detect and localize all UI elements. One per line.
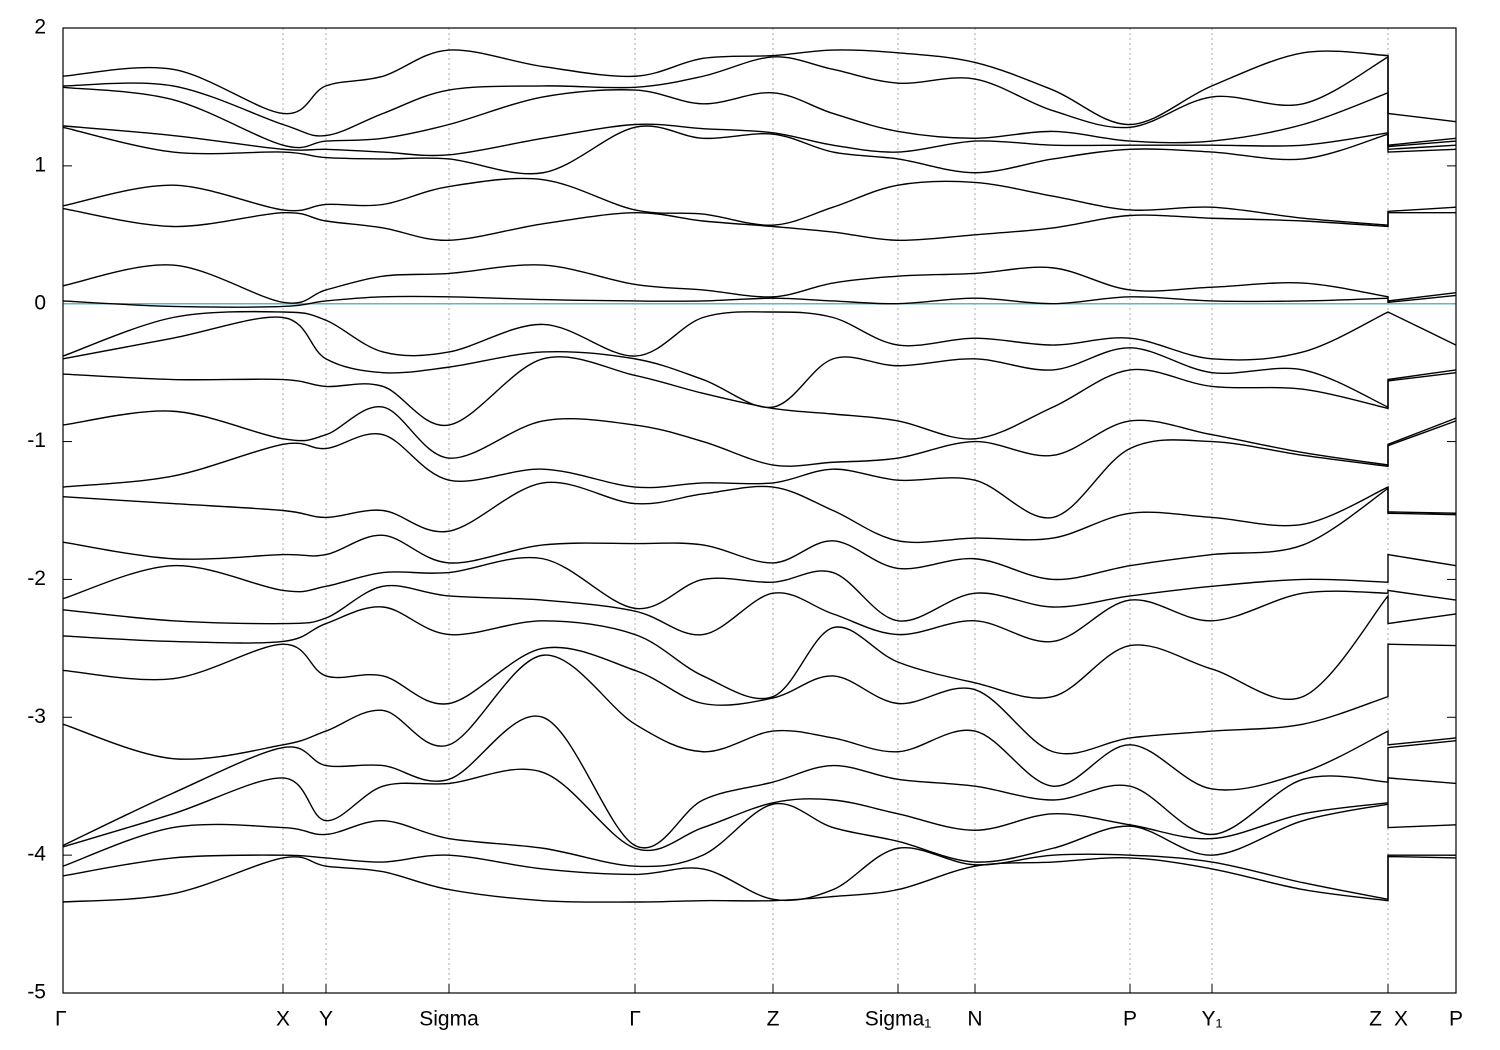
band-line	[62, 584, 1457, 643]
y-tick-label: -3	[27, 705, 46, 728]
band-line	[62, 553, 1457, 622]
x-tick-label: Γ	[55, 1008, 67, 1031]
x-tick-label: Y	[319, 1008, 333, 1031]
y-tick-label: -2	[27, 567, 46, 590]
x-tick-label: Y₁	[1201, 1008, 1222, 1031]
band-line	[62, 356, 1457, 440]
x-tick-label: P	[1449, 1008, 1463, 1031]
band-line	[62, 768, 1457, 852]
x-tick-label: Z	[1369, 1008, 1382, 1031]
band-line	[62, 207, 1456, 242]
x-tick-label: X	[1394, 1008, 1408, 1031]
y-tick-label: -1	[27, 429, 46, 452]
band-line	[62, 715, 1457, 849]
plot-frame	[62, 27, 1457, 994]
band-line	[62, 55, 1457, 146]
band-line	[62, 316, 1457, 409]
band-line	[62, 123, 1457, 157]
x-tick-label: Sigma	[419, 1008, 479, 1031]
band-line	[62, 487, 1457, 581]
band-line	[62, 406, 1457, 467]
band-line	[62, 294, 1457, 308]
band-line	[62, 643, 1457, 755]
band-line	[62, 86, 1457, 149]
x-tick-label: Γ	[629, 1008, 641, 1031]
band-line	[62, 594, 1457, 701]
y-tick-label: -4	[27, 843, 46, 866]
y-tick-label: 1	[34, 153, 46, 176]
x-tick-label: Sigma₁	[865, 1008, 932, 1031]
band-line	[62, 654, 1457, 791]
band-line	[62, 846, 1456, 902]
band-line	[62, 49, 1457, 126]
y-tick-label: 0	[34, 291, 46, 314]
band-line	[62, 310, 1457, 361]
band-line	[62, 420, 1457, 519]
band-line	[62, 855, 1457, 903]
x-tick-label: N	[967, 1008, 982, 1031]
band-line	[62, 264, 1457, 304]
band-line	[62, 802, 1457, 868]
band-line	[62, 125, 1457, 175]
x-tick-label: P	[1123, 1008, 1137, 1031]
x-tick-label: X	[276, 1008, 290, 1031]
band-line	[62, 177, 1457, 226]
band-line	[62, 481, 1457, 544]
y-tick-label: 2	[34, 16, 46, 39]
y-tick-label: -5	[27, 981, 46, 1004]
x-tick-label: Z	[767, 1008, 780, 1031]
